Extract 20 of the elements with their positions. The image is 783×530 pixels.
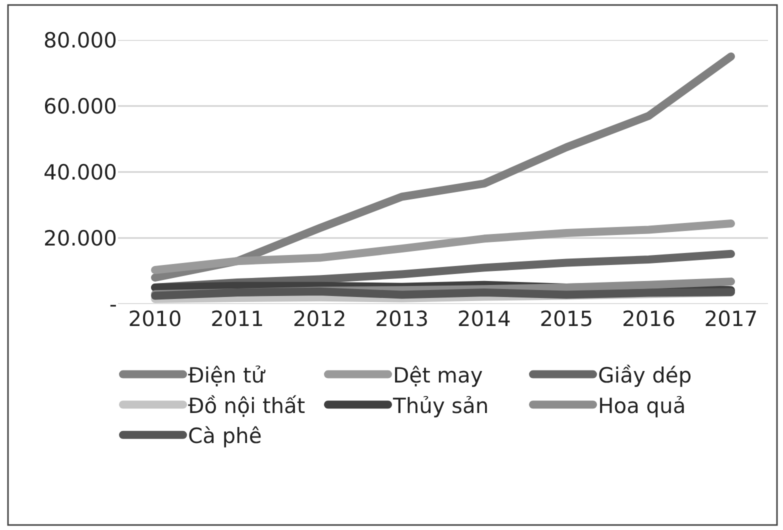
y-tick-label: 60.000: [44, 94, 117, 118]
x-tick-label: 2015: [540, 307, 594, 331]
x-tick-label: 2016: [622, 307, 676, 331]
x-tick-label: 2017: [704, 307, 758, 331]
legend-label: Dệt may: [393, 364, 483, 388]
y-tick-label: 80.000: [44, 28, 117, 52]
legend-label: Giầy dép: [598, 364, 692, 388]
legend-label: Cà phê: [188, 424, 262, 448]
y-tick-label: 20.000: [44, 226, 117, 250]
legend-label: Hoa quả: [598, 394, 686, 418]
legend-label: Điện tử: [188, 364, 266, 388]
x-tick-label: 2013: [375, 307, 429, 331]
x-tick-label: 2011: [210, 307, 264, 331]
x-tick-label: 2010: [128, 307, 182, 331]
x-tick-label: 2012: [292, 307, 346, 331]
x-tick-label: 2014: [457, 307, 511, 331]
legend-label: Thủy sản: [392, 394, 489, 418]
y-tick-label: -: [109, 292, 117, 316]
y-tick-label: 40.000: [44, 160, 117, 184]
legend-label: Đồ nội thất: [188, 394, 306, 418]
